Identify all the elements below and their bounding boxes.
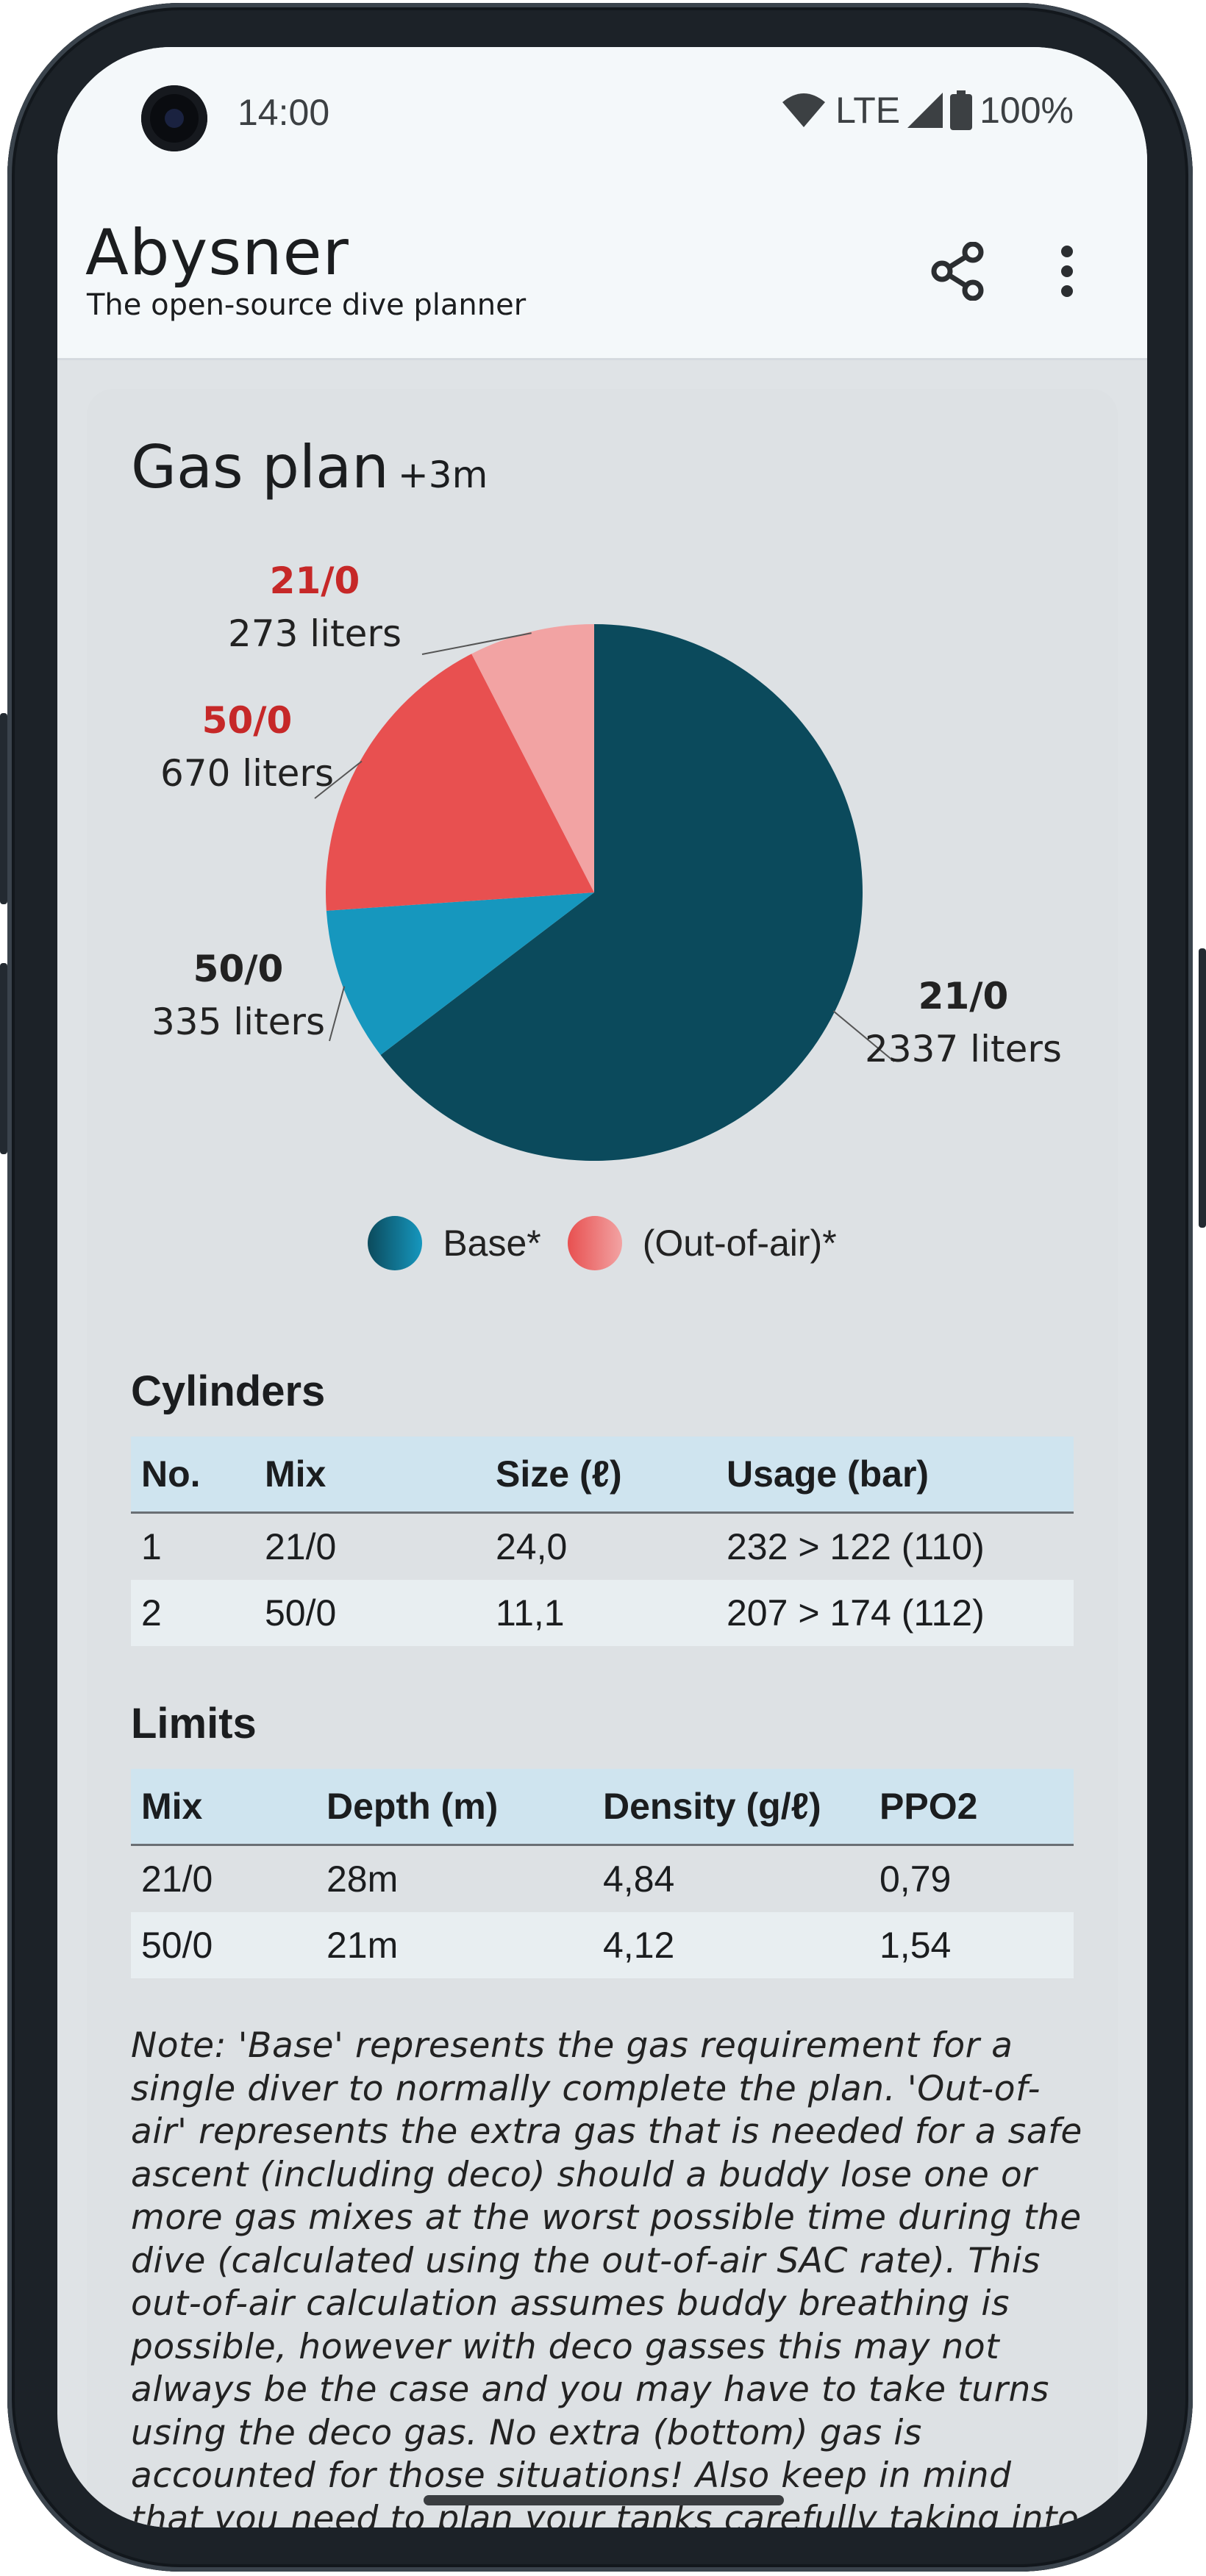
table-cell: 1,54: [869, 1912, 1074, 1978]
pie-leader-line: [832, 1010, 895, 1062]
table-cell: 21/0: [265, 1526, 337, 1567]
column-header: Mix: [131, 1769, 316, 1846]
pie-slice: [326, 654, 594, 911]
table-cell: 50/0: [254, 1580, 485, 1646]
table-row: 50/0 21m 4,12 1,54: [131, 1912, 1074, 1978]
pie-label-volume: 273 liters: [227, 612, 402, 655]
card-title-text: Gas plan: [131, 433, 389, 501]
column-header: PPO2: [869, 1769, 1074, 1846]
card-title-suffix: +3m: [397, 454, 488, 496]
legend-item-out-of-air: (Out-of-air)*: [567, 1216, 837, 1270]
legend-label: (Out-of-air)*: [642, 1223, 837, 1264]
table-cell: 11,1: [485, 1580, 716, 1646]
front-camera: [141, 85, 207, 151]
battery-icon: [950, 90, 973, 130]
pie-slice: [326, 892, 594, 1056]
chart-legend: Base* (Out-of-air)*: [57, 1216, 1147, 1270]
table-cell: 21/0: [141, 1858, 213, 1900]
share-button[interactable]: [918, 231, 999, 312]
legend-swatch-base: [368, 1216, 423, 1270]
pie-label-volume: 670 liters: [160, 752, 335, 795]
column-header: No.: [131, 1437, 254, 1514]
legend-item-base: Base*: [368, 1216, 541, 1270]
signal-icon: [907, 93, 943, 128]
table-cell: 24,0: [496, 1526, 568, 1567]
wifi-icon: [782, 93, 826, 127]
side-button-right: [1199, 948, 1206, 1228]
limits-table: Mix Depth (m) Density (g/ℓ) PPO2 21/0 28…: [131, 1769, 1074, 1978]
table-row: 21/0 28m 4,84 0,79: [131, 1845, 1074, 1913]
power-button: [0, 713, 7, 904]
column-header: Usage (bar): [716, 1437, 1074, 1514]
pie-label-gas: 50/0: [201, 699, 293, 742]
table-cell: 0,79: [879, 1858, 952, 1900]
pie-label-volume: 335 liters: [151, 1001, 326, 1043]
status-bar: 14:00 LTE 100%: [57, 47, 1147, 194]
more-vert-icon: [1061, 246, 1073, 297]
legend-swatch-out-of-air: [567, 1216, 622, 1270]
pie-label-base-21: 21/0 2337 liters: [853, 970, 1074, 1076]
table-cell: 207 > 174 (112): [716, 1580, 1074, 1646]
overflow-menu-button[interactable]: [1027, 231, 1107, 312]
pie-label-gas: 21/0: [269, 559, 360, 602]
network-type: LTE: [835, 90, 901, 131]
pie-slice: [471, 624, 594, 892]
column-header: Density (g/ℓ): [593, 1769, 869, 1846]
screen: 14:00 LTE 100% Abysner The open-source d…: [57, 47, 1147, 2527]
table-header-row: No. Mix Size (ℓ) Usage (bar): [131, 1437, 1074, 1514]
gas-plan-note: Note: 'Base' represents the gas requirem…: [131, 2025, 1082, 2527]
app-bar: Abysner The open-source dive planner: [57, 194, 1147, 360]
pie-label-gas: 21/0: [918, 975, 1009, 1017]
app-subtitle: The open-source dive planner: [87, 288, 527, 322]
pie-leader-line: [314, 760, 363, 799]
limits-title: Limits: [131, 1700, 257, 1747]
gas-pie-chart: [314, 624, 895, 1161]
pie-leader-line: [421, 632, 532, 655]
table-cell: 4,84: [603, 1858, 675, 1900]
card-title: Gas plan +3m: [131, 433, 488, 501]
table-cell: 2: [131, 1580, 254, 1646]
table-cell: 1: [141, 1526, 162, 1567]
column-header: Mix: [254, 1437, 485, 1514]
status-icons: LTE 100%: [782, 88, 1074, 132]
battery-level: 100%: [980, 90, 1074, 131]
home-indicator[interactable]: [424, 2495, 784, 2505]
pie-label-base-50: 50/0 335 liters: [135, 942, 341, 1048]
table-cell: 232 > 122 (110): [727, 1526, 985, 1567]
table-cell: 4,12: [593, 1912, 869, 1978]
cylinders-title: Cylinders: [131, 1367, 326, 1415]
share-icon: [931, 242, 984, 301]
pie-label-gas: 50/0: [193, 948, 284, 990]
table-cell: 21m: [316, 1912, 593, 1978]
table-cell: 50/0: [131, 1912, 316, 1978]
column-header: Size (ℓ): [485, 1437, 716, 1514]
table-row: 1 21/0 24,0 232 > 122 (110): [131, 1513, 1074, 1581]
pie-label-volume: 2337 liters: [865, 1028, 1062, 1070]
column-header: Depth (m): [316, 1769, 593, 1846]
status-time: 14:00: [238, 92, 330, 133]
cylinders-table: No. Mix Size (ℓ) Usage (bar) 1 21/0 24,0…: [131, 1437, 1074, 1646]
table-header-row: Mix Depth (m) Density (g/ℓ) PPO2: [131, 1769, 1074, 1846]
volume-button: [0, 963, 7, 1154]
legend-label: Base*: [443, 1223, 541, 1264]
table-row: 2 50/0 11,1 207 > 174 (112): [131, 1580, 1074, 1646]
pie-leader-line: [329, 986, 346, 1042]
pie-slice: [380, 624, 863, 1161]
pie-label-oo-21: 21/0 273 liters: [212, 554, 418, 660]
table-cell: 28m: [327, 1858, 399, 1900]
pie-label-oo-50: 50/0 670 liters: [144, 694, 350, 800]
app-title: Abysner: [85, 216, 349, 290]
